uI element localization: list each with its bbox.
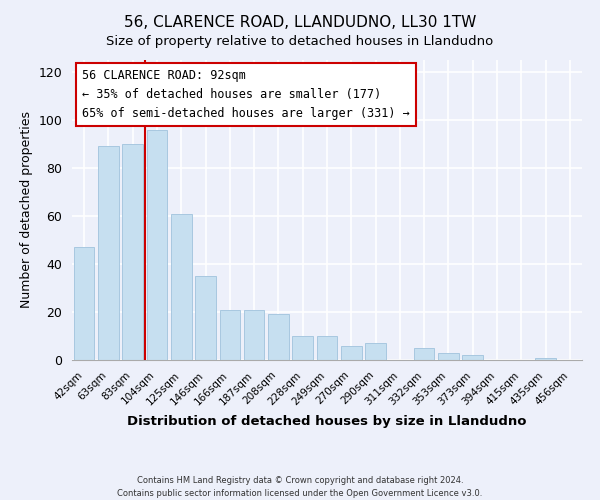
Text: Contains HM Land Registry data © Crown copyright and database right 2024.
Contai: Contains HM Land Registry data © Crown c… xyxy=(118,476,482,498)
Bar xyxy=(414,348,434,360)
Bar xyxy=(195,276,216,360)
Bar xyxy=(317,336,337,360)
Bar xyxy=(98,146,119,360)
Text: 56, CLARENCE ROAD, LLANDUDNO, LL30 1TW: 56, CLARENCE ROAD, LLANDUDNO, LL30 1TW xyxy=(124,15,476,30)
Bar xyxy=(268,314,289,360)
Text: 56 CLARENCE ROAD: 92sqm
← 35% of detached houses are smaller (177)
65% of semi-d: 56 CLARENCE ROAD: 92sqm ← 35% of detache… xyxy=(82,69,410,120)
Bar xyxy=(244,310,265,360)
Bar xyxy=(292,336,313,360)
Bar xyxy=(365,343,386,360)
Bar xyxy=(146,130,167,360)
Bar xyxy=(220,310,240,360)
Bar xyxy=(122,144,143,360)
Bar xyxy=(463,355,483,360)
Bar xyxy=(341,346,362,360)
Bar xyxy=(74,247,94,360)
Bar xyxy=(535,358,556,360)
Text: Size of property relative to detached houses in Llandudno: Size of property relative to detached ho… xyxy=(106,35,494,48)
Bar xyxy=(171,214,191,360)
Bar xyxy=(438,353,459,360)
Y-axis label: Number of detached properties: Number of detached properties xyxy=(20,112,33,308)
X-axis label: Distribution of detached houses by size in Llandudno: Distribution of detached houses by size … xyxy=(127,415,527,428)
